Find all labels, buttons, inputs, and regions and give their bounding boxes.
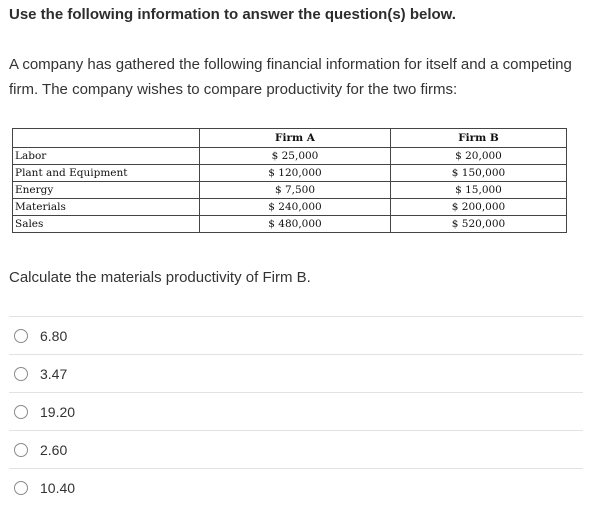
table-row: Sales $ 480,000 $ 520,000: [12, 215, 567, 233]
firm-b-value: $ 520,000: [451, 218, 506, 230]
answer-option[interactable]: 2.60: [9, 430, 583, 468]
answer-option[interactable]: 6.80: [9, 316, 583, 354]
radio-button[interactable]: [14, 404, 28, 419]
row-label: Energy: [12, 181, 200, 199]
firm-a-value: $ 7,500: [199, 181, 391, 199]
table-header-row: Firm A Firm B: [12, 128, 567, 148]
option-label: 19.20: [40, 403, 76, 420]
option-label: 2.60: [40, 441, 68, 458]
answer-option[interactable]: 10.40: [9, 468, 583, 506]
radio-button[interactable]: [14, 366, 28, 381]
option-label: 10.40: [40, 479, 76, 496]
firm-a-value: $ 480,000: [199, 215, 391, 233]
row-label: Plant and Equipment: [12, 164, 200, 182]
answer-option[interactable]: 3.47: [9, 354, 583, 392]
table-header-firm-b: Firm B: [458, 132, 499, 144]
table-row: Energy $ 7,500 $ 15,000: [12, 181, 567, 199]
radio-button[interactable]: [14, 480, 28, 495]
firm-b-value: $ 20,000: [390, 147, 567, 165]
option-label: 3.47: [40, 365, 68, 382]
row-label: Labor: [12, 147, 200, 165]
instructions-heading: Use the following information to answer …: [9, 6, 456, 23]
radio-button[interactable]: [14, 442, 28, 457]
firm-a-value: $ 240,000: [199, 198, 391, 216]
row-label: Sales: [12, 215, 200, 233]
question-text: Calculate the materials productivity of …: [9, 269, 311, 286]
row-label: Materials: [12, 198, 200, 216]
firm-b-value: $ 15,000: [390, 181, 567, 199]
table-row: Materials $ 240,000 $ 200,000: [12, 198, 567, 216]
option-label: 6.80: [40, 327, 68, 344]
table-header-firm-a: Firm A: [199, 128, 391, 148]
firm-a-value: $ 25,000: [199, 147, 391, 165]
answer-option[interactable]: 19.20: [9, 392, 583, 430]
firm-b-value: $ 150,000: [390, 164, 567, 182]
table-row: Plant and Equipment $ 120,000 $ 150,000: [12, 164, 567, 182]
intro-text: A company has gathered the following fin…: [9, 56, 572, 98]
radio-button[interactable]: [14, 328, 28, 343]
firm-b-value: $ 200,000: [390, 198, 567, 216]
financial-data-table: Firm A Firm B Labor $ 25,000 $ 20,000 Pl…: [12, 128, 567, 233]
answer-options: 6.80 3.47 19.20 2.60 10.40: [9, 316, 583, 506]
firm-a-value: $ 120,000: [199, 164, 391, 182]
table-row: Labor $ 25,000 $ 20,000: [12, 147, 567, 165]
table-header-blank: [12, 128, 200, 148]
